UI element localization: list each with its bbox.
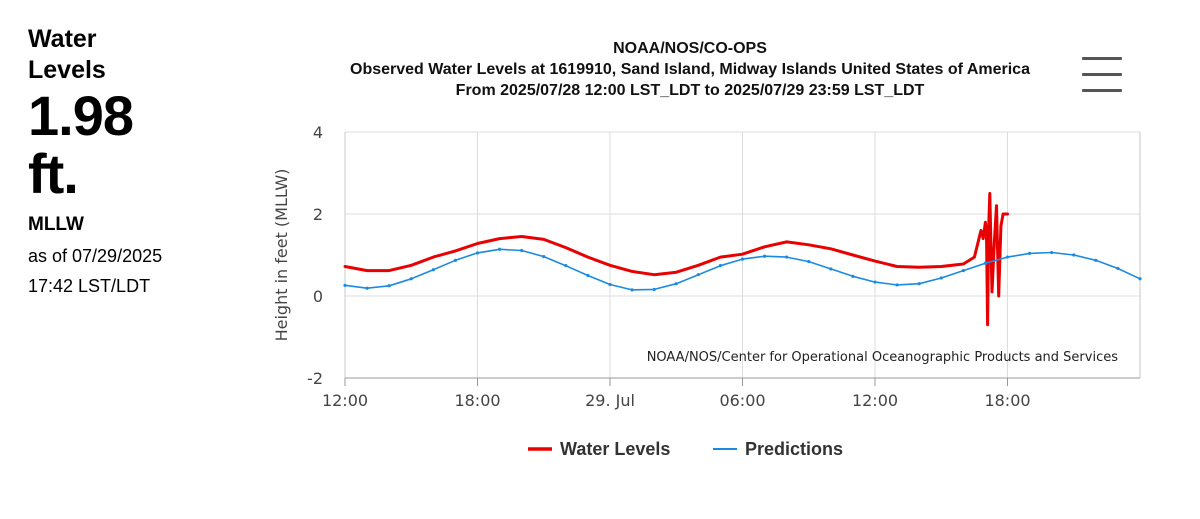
prediction-point xyxy=(542,255,546,259)
prediction-point xyxy=(564,264,568,268)
prediction-point xyxy=(939,276,943,280)
water-levels-line xyxy=(343,192,1009,327)
prediction-point xyxy=(520,248,524,253)
prediction-point xyxy=(431,268,435,272)
chart-date-range: From 2025/07/28 12:00 LST_LDT to 2025/07… xyxy=(455,82,925,99)
prediction-point xyxy=(674,282,678,286)
prediction-point xyxy=(343,283,347,287)
current-reading-panel: Water Levels 1.98 ft. MLLW as of 07/29/2… xyxy=(28,24,258,296)
legend-water-levels[interactable]: Water Levels xyxy=(528,439,670,459)
prediction-point xyxy=(652,287,656,292)
prediction-point xyxy=(917,282,921,286)
panel-title-line2: Levels xyxy=(28,56,106,84)
prediction-point xyxy=(1027,251,1032,255)
datum-label: MLLW xyxy=(28,214,84,235)
prediction-point xyxy=(873,280,877,284)
prediction-point xyxy=(586,273,590,278)
chart-subtitle: Observed Water Levels at 1619910, Sand I… xyxy=(350,61,1030,78)
prediction-point xyxy=(497,247,502,251)
prediction-point xyxy=(785,255,789,259)
prediction-point xyxy=(1072,253,1076,257)
chart-title: NOAA/NOS/CO-OPS xyxy=(613,40,767,57)
legend-water-levels-label: Water Levels xyxy=(560,439,670,459)
prediction-point xyxy=(630,288,634,292)
prediction-point xyxy=(829,267,833,271)
chart-axes xyxy=(344,132,1141,386)
chart-labels: -2 0 2 4 12:00 18:00 29. Jul 06:00 12:00 18:00 Hei… xyxy=(272,123,1118,410)
current-unit: ft. xyxy=(28,142,79,205)
x-tick-label: 06:00 xyxy=(719,391,765,410)
x-tick-label: 18:00 xyxy=(454,391,500,410)
prediction-point xyxy=(365,286,369,290)
prediction-point xyxy=(1138,277,1142,281)
y-axis-label: Height in feet (MLLW) xyxy=(272,169,291,342)
y-tick-label: 0 xyxy=(313,287,323,306)
prediction-point xyxy=(1050,250,1054,255)
current-value: 1.98 xyxy=(28,84,134,147)
x-tick-label: 29. Jul xyxy=(585,391,635,410)
prediction-point xyxy=(895,283,899,287)
y-tick-label: 2 xyxy=(313,205,323,224)
prediction-point xyxy=(608,282,612,287)
prediction-point xyxy=(387,284,391,288)
prediction-point xyxy=(475,251,480,255)
legend-predictions-label: Predictions xyxy=(745,439,843,459)
prediction-point xyxy=(696,273,700,277)
panel-title-line1: Water xyxy=(28,25,97,53)
y-tick-label: -2 xyxy=(307,369,323,388)
prediction-point xyxy=(1116,266,1120,271)
chart-series xyxy=(343,192,1142,327)
prediction-point xyxy=(851,274,855,278)
x-tick-label: 18:00 xyxy=(984,391,1030,410)
y-tick-label: 4 xyxy=(313,123,323,142)
prediction-point xyxy=(762,254,767,258)
legend-predictions[interactable]: Predictions xyxy=(713,439,843,459)
prediction-point xyxy=(453,258,458,262)
chart-title-block: NOAA/NOS/CO-OPS Observed Water Levels at… xyxy=(240,38,1140,101)
prediction-point xyxy=(807,259,811,264)
prediction-point xyxy=(983,261,988,265)
x-tick-label: 12:00 xyxy=(852,391,898,410)
prediction-point xyxy=(1005,255,1010,259)
x-tick-label: 12:00 xyxy=(322,391,368,410)
prediction-point xyxy=(961,268,965,273)
prediction-point xyxy=(718,264,723,268)
prediction-point xyxy=(740,257,745,261)
prediction-point xyxy=(409,277,413,281)
as-of-date: as of 07/29/2025 xyxy=(28,246,163,266)
prediction-point xyxy=(1094,258,1098,262)
as-of-time: 17:42 LST/LDT xyxy=(28,276,151,296)
chart-credit: NOAA/NOS/Center for Operational Oceanogr… xyxy=(647,350,1119,365)
chart-legend: Water Levels Predictions xyxy=(528,439,843,459)
hamburger-menu-icon[interactable] xyxy=(1080,55,1124,95)
